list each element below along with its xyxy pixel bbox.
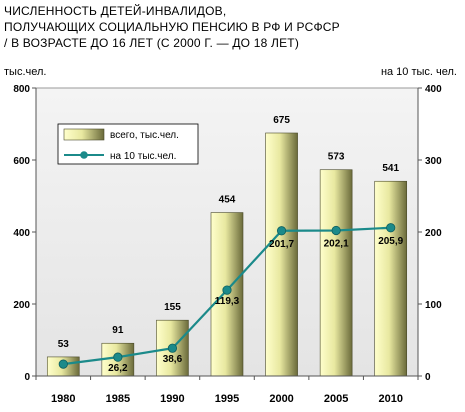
legend-bar-swatch [63, 128, 105, 141]
line-point [58, 359, 68, 369]
left-tick-label: 800 [13, 84, 30, 95]
axes: 0 200 400 600 800 0 100 200 300 400 1980 1985 1990 19… [13, 84, 442, 405]
line-value-label: 202,1 [324, 238, 349, 249]
bar-value-label: 53 [58, 339, 70, 350]
chart-title-line: ПОЛУЧАЮЩИХ СОЦИАЛЬНУЮ ПЕНСИЮ В РФ И РСФС… [4, 20, 340, 34]
right-tick-label: 200 [425, 228, 442, 239]
left-tick-label: 400 [13, 228, 30, 239]
left-tick-label: 600 [13, 156, 30, 167]
right-axis-unit: на 10 тыс. чел. [380, 66, 457, 78]
x-tick-label: 1990 [160, 393, 184, 405]
bar-value-label: 155 [164, 302, 181, 313]
x-tick-label: 2000 [269, 393, 293, 405]
line-point [276, 226, 287, 236]
bar-value-label: 573 [328, 152, 345, 163]
legend: всего, тыс.чел. на 10 тыс.чел. [57, 123, 199, 165]
bar-value-label: 454 [219, 195, 236, 206]
right-tick-label: 0 [425, 372, 431, 383]
line-value-label: 38,6 [163, 354, 183, 365]
bar [319, 169, 353, 377]
x-tick-label: 1980 [51, 393, 75, 405]
bar-value-label: 91 [112, 325, 124, 336]
data-labels: 53 91 155 454 675 573 541 26,2 38,6 119,3 201,7 202… [58, 115, 404, 374]
line-value-label: 119,3 [215, 296, 240, 307]
x-tick-label: 2005 [324, 393, 348, 405]
line-point [386, 223, 396, 233]
line-value-label: 26,2 [108, 363, 128, 374]
left-tick-label: 200 [13, 300, 30, 311]
line-value-label: 205,9 [378, 236, 403, 247]
legend-line-marker [80, 151, 88, 159]
right-tick-label: 300 [425, 156, 442, 167]
left-axis-unit: тыс.чел. [4, 66, 47, 78]
legend-bar-label: всего, тыс.чел. [110, 130, 179, 141]
line-point [167, 343, 178, 353]
line-point [113, 352, 123, 362]
bar-value-label: 675 [273, 115, 290, 126]
bar [374, 180, 408, 377]
chart-title: ЧИСЛЕННОСТЬ ДЕТЕЙ-ИНВАЛИДОВ, ПОЛУЧАЮЩИХ … [4, 3, 444, 51]
right-tick-label: 400 [425, 84, 442, 95]
x-tick-label: 1985 [106, 393, 130, 405]
line-point [331, 225, 341, 236]
left-tick-label: 0 [24, 372, 30, 383]
right-tick-label: 100 [425, 300, 442, 311]
chart-title-line: / В ВОЗРАСТЕ ДО 16 ЛЕТ (С 2000 Г. — ДО 1… [4, 36, 300, 50]
line-series [58, 223, 396, 369]
bar [265, 132, 298, 377]
line-point [222, 285, 232, 295]
chart-title-line: ЧИСЛЕННОСТЬ ДЕТЕЙ-ИНВАЛИДОВ, [4, 4, 227, 18]
bar-series [46, 132, 408, 377]
x-tick-label: 1995 [215, 393, 239, 405]
line-value-label: 201,7 [269, 239, 294, 250]
x-tick-label: 2010 [378, 393, 402, 405]
legend-line-label: на 10 тыс.чел. [110, 151, 176, 162]
bar-value-label: 541 [382, 163, 399, 174]
